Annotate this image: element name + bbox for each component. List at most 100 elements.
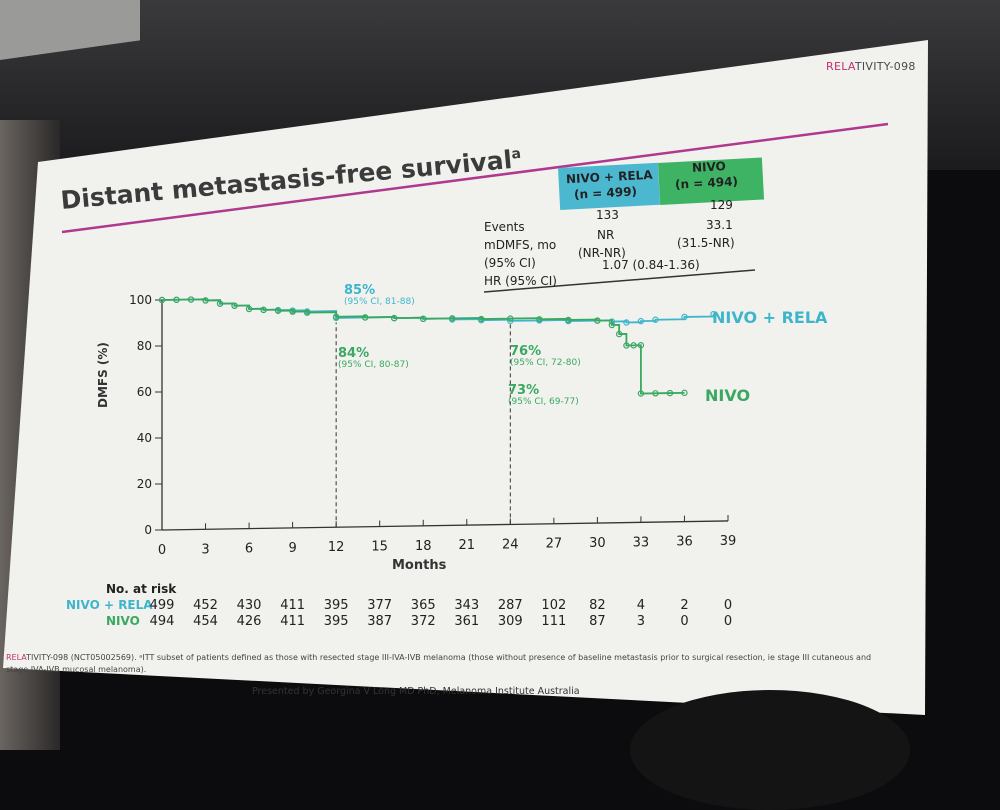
- table-row-label: mDMFS, mo: [484, 238, 557, 252]
- trial-tag: RELATIVITY-098: [826, 60, 916, 73]
- risk-value: 372: [410, 614, 436, 629]
- risk-value: 365: [410, 598, 436, 613]
- risk-value: 411: [280, 614, 306, 629]
- censor-mark: [594, 317, 601, 324]
- risk-value: 102: [541, 598, 567, 613]
- table-row-label: (95% CI): [484, 256, 536, 270]
- censor-mark: [173, 296, 180, 303]
- censor-mark: [332, 313, 340, 320]
- x-tick-label: 3: [201, 542, 209, 557]
- annotation-ci: (95% CI, 72-80): [510, 358, 581, 368]
- censor-mark: [478, 315, 485, 323]
- censor-mark: [420, 315, 427, 323]
- risk-table-title: No. at risk: [106, 582, 177, 596]
- risk-value: 426: [236, 614, 262, 629]
- censor-mark: [623, 319, 630, 326]
- censor-mark: [202, 297, 209, 304]
- table-row-value: 33.1: [706, 218, 733, 232]
- presenter-credit: Presented by Georgina V Long MD PhD, Mel…: [252, 686, 580, 697]
- y-tick-label: 100: [129, 293, 152, 307]
- censor-mark: [158, 296, 166, 304]
- table-row-value: NR: [597, 228, 615, 242]
- censor-mark: [637, 342, 645, 349]
- censor-mark: [637, 390, 645, 397]
- risk-value: 387: [367, 614, 393, 629]
- x-tick-label: 15: [371, 540, 388, 555]
- risk-value: 454: [193, 614, 218, 629]
- risk-value: 452: [193, 598, 218, 613]
- censor-mark: [289, 308, 296, 315]
- risk-value: 309: [497, 614, 523, 629]
- annotation-pct: 76%: [510, 344, 542, 359]
- censor-mark: [681, 389, 688, 397]
- hr-value: 1.07 (0.84-1.36): [602, 258, 700, 272]
- risk-value: 4: [636, 598, 646, 613]
- censor-mark: [565, 316, 572, 324]
- risk-value: 87: [589, 614, 606, 629]
- annotation-ci: (95% CI, 80-87): [338, 360, 409, 370]
- risk-value: 111: [541, 614, 567, 629]
- risk-value: 82: [589, 598, 606, 613]
- censor-mark: [652, 390, 659, 397]
- risk-value: 343: [454, 598, 480, 613]
- y-tick-label: 80: [137, 339, 152, 353]
- risk-row-name: NIVO: [106, 614, 140, 628]
- censor-mark: [536, 316, 543, 323]
- x-tick-label: 39: [720, 534, 737, 549]
- x-axis-line: [161, 520, 729, 531]
- risk-value: 361: [454, 614, 480, 629]
- censor-mark: [361, 314, 369, 321]
- censor-mark: [449, 315, 456, 322]
- y-axis-label: DMFS (%): [96, 342, 110, 408]
- censor-mark: [507, 315, 514, 322]
- censor-mark: [216, 300, 224, 307]
- x-tick-label: 33: [633, 535, 650, 550]
- y-tick-label: 0: [144, 523, 152, 537]
- x-tick-label: 18: [415, 539, 432, 554]
- risk-row-name: NIVO + RELA: [66, 598, 153, 612]
- censor-mark: [274, 307, 282, 314]
- y-tick-label: 40: [137, 431, 152, 445]
- censor-mark: [637, 317, 645, 325]
- x-tick-label: 6: [245, 542, 253, 557]
- hr-label: HR (95% CI): [484, 274, 557, 288]
- x-tick-label: 0: [158, 543, 166, 558]
- survival-curve: [161, 298, 685, 395]
- table-row-value: 129: [710, 198, 733, 212]
- censor-mark: [608, 321, 616, 329]
- x-axis-label: Months: [392, 558, 447, 573]
- x-tick-label: 27: [546, 537, 563, 552]
- x-tick-label: 12: [328, 540, 345, 555]
- risk-value: 0: [723, 598, 733, 613]
- risk-value: 430: [236, 598, 262, 613]
- y-tick-label: 20: [137, 477, 152, 491]
- y-tick-label: 60: [137, 385, 152, 399]
- x-tick-label: 21: [458, 538, 475, 553]
- risk-value: 494: [149, 614, 175, 629]
- risk-value: 377: [367, 598, 393, 613]
- table-row-value: (NR-NR): [578, 246, 626, 260]
- censor-mark: [652, 316, 659, 323]
- censor-mark: [231, 302, 238, 309]
- risk-value: 0: [680, 614, 689, 629]
- risk-value: 411: [280, 598, 306, 613]
- risk-value: 499: [149, 598, 175, 613]
- annotation-ci: (95% CI, 81-88): [344, 297, 415, 307]
- annotation-pct: 84%: [338, 346, 370, 361]
- censor-mark: [303, 309, 311, 316]
- risk-value: 0: [723, 614, 733, 629]
- annotation-ci: (95% CI, 69-77): [508, 397, 579, 407]
- censor-mark: [710, 310, 717, 318]
- censor-mark: [615, 330, 623, 338]
- censor-mark: [681, 313, 688, 321]
- censor-mark: [187, 296, 195, 303]
- series-label-nivo: NIVO: [705, 386, 751, 405]
- censor-mark: [666, 389, 674, 397]
- censor-mark: [260, 306, 267, 314]
- censor-mark: [391, 314, 398, 322]
- x-tick-label: 9: [288, 541, 296, 556]
- x-tick-label: 36: [676, 535, 693, 550]
- x-tick-label: 24: [502, 537, 519, 552]
- risk-value: 395: [323, 598, 349, 613]
